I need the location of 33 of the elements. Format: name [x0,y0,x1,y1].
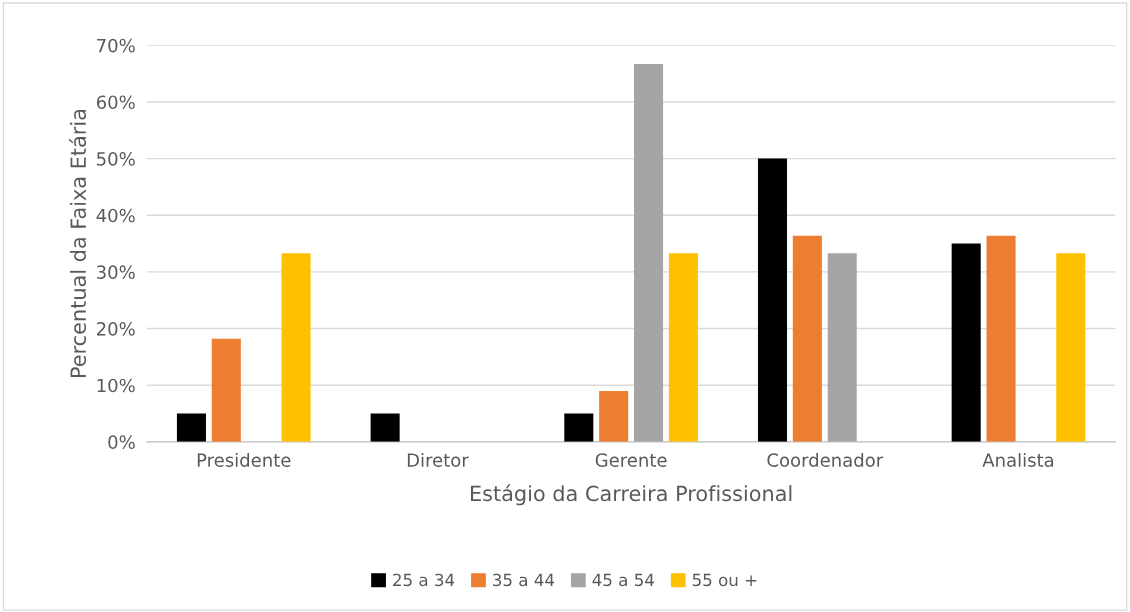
bar [281,253,311,442]
bar [1056,253,1086,442]
bar [951,243,981,442]
bar [986,235,1016,442]
bar [564,413,594,442]
x-axis-title: Estágio da Carreira Profissional [471,484,792,506]
legend-label: 35 a 44 [493,573,555,587]
x-tick-label: Analista [982,452,1054,467]
y-tick-label: 10% [97,378,135,393]
y-tick-label: 50% [97,152,135,166]
y-tick-label: 40% [96,208,135,223]
x-tick-label: Diretor [407,452,469,467]
y-tick-label: 20% [96,322,135,336]
bar [176,413,206,442]
bar [827,253,857,442]
bar [634,63,664,442]
legend-label: 45 a 54 [592,573,654,587]
y-tick-label: 0% [108,435,135,449]
x-tick-label: Coordenador [767,452,884,467]
bar [599,390,629,442]
x-tick-label: Gerente [595,453,667,467]
y-tick-label: 60% [96,95,135,110]
y-axis-title: Percentual da Faixa Etária [69,110,87,377]
bar [792,235,822,442]
bar [370,413,400,442]
bar [211,338,241,442]
y-tick-label: 30% [97,265,135,280]
legend-label: 55 ou + [692,573,757,587]
y-tick-label: 70% [97,38,135,53]
x-tick-label: Presidente [197,452,291,467]
bar [668,253,698,442]
legend-label: 25 a 34 [393,573,455,587]
bar [757,158,788,442]
